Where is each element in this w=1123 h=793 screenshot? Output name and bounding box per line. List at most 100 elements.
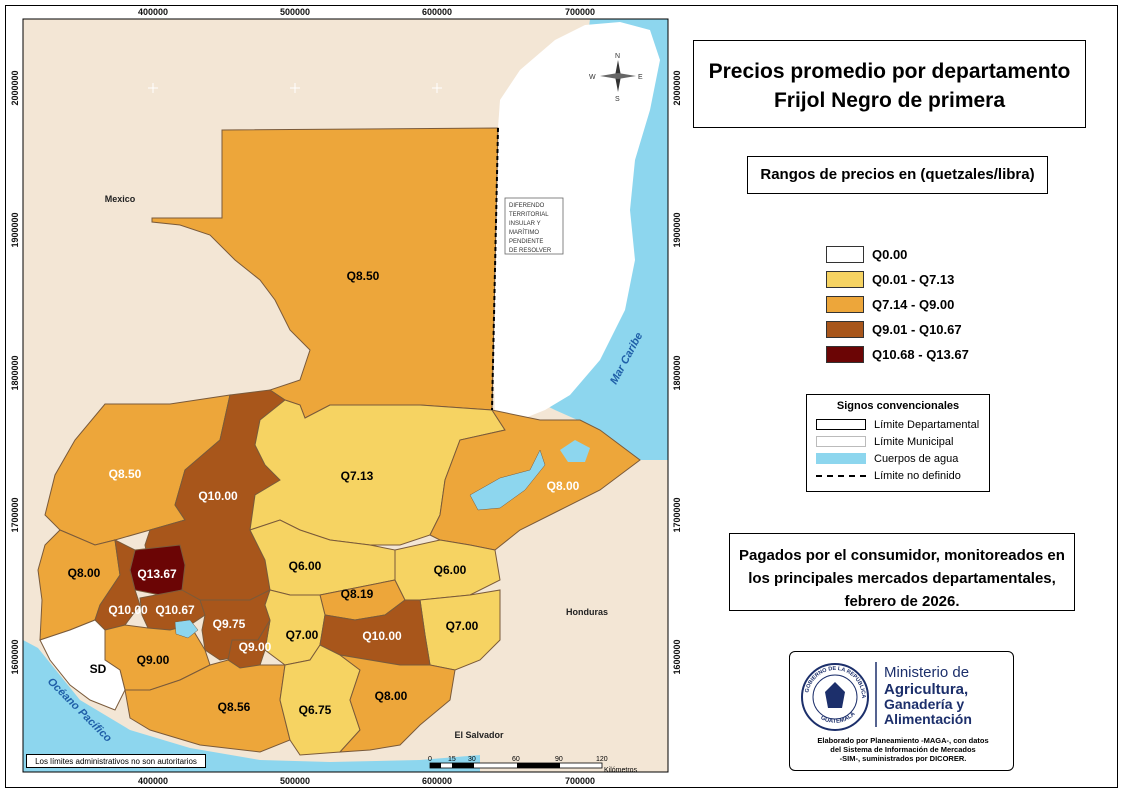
label-el-progreso: Q8.19 [341, 587, 374, 601]
svg-text:400000: 400000 [138, 7, 168, 17]
bay-amatique [560, 440, 590, 462]
label-retalhuleu: SD [90, 662, 107, 676]
svg-text:1600000: 1600000 [672, 639, 682, 674]
label-jalapa: Q10.00 [362, 629, 402, 643]
dept-retalhuleu[interactable] [39, 619, 126, 711]
label-solola: Q10.67 [155, 603, 195, 617]
label-baja-verapaz: Q6.00 [289, 559, 322, 573]
svg-text:1900000: 1900000 [10, 212, 20, 247]
label-suchitepequez: Q9.00 [137, 653, 170, 667]
title-box: Precios promedio por departamento Frijol… [693, 40, 1086, 128]
svg-text:W: W [589, 74, 596, 81]
sign-item: Cuerpos de agua [807, 450, 989, 467]
title-line2: Frijol Negro de primera [773, 89, 1006, 112]
legend-swatch [826, 321, 864, 338]
belize-area [492, 22, 660, 420]
sign-item: Límite Departamental [807, 416, 989, 433]
svg-text:120: 120 [596, 756, 608, 763]
legend-swatch [826, 271, 864, 288]
price-legend: Q0.00 Q0.01 - Q7.13 Q7.14 - Q9.00 Q9.01 … [826, 242, 969, 367]
lake-atitlan [174, 619, 199, 639]
svg-text:S: S [615, 96, 620, 103]
label-sacatepequez: Q9.00 [239, 640, 272, 654]
coordinate-labels: 400000 500000 600000 700000 400000 50000… [10, 7, 682, 786]
scale-bar: 0 15 30 60 90 120 Kilómetros [428, 756, 638, 774]
label-guatemala: Q7.00 [286, 628, 319, 642]
svg-text:INSULAR Y: INSULAR Y [509, 221, 541, 227]
label-santa-rosa: Q6.75 [299, 703, 332, 717]
diferendo-box: DIFERENDO TERRITORIAL INSULAR Y MARÍTIMO… [504, 197, 564, 255]
svg-text:Ministerio de: Ministerio de [884, 664, 969, 681]
legend-item: Q0.00 [826, 242, 969, 267]
legend-item: Q10.68 - Q13.67 [826, 342, 969, 367]
svg-text:1600000: 1600000 [10, 639, 20, 674]
svg-text:N: N [615, 53, 620, 60]
sign-item: Límite no definido [807, 467, 989, 484]
signs-title: Signos convencionales [836, 400, 960, 412]
ministry-logo-box: GOBIERNO DE LA REPÚBLICA GUATEMALA Minis… [789, 651, 1014, 771]
svg-text:15: 15 [448, 756, 456, 763]
dept-alta-verapaz[interactable] [249, 399, 506, 546]
svg-text:Ganadería y: Ganadería y [884, 696, 964, 712]
label-izabal: Q8.00 [547, 479, 580, 493]
dept-jutiapa[interactable] [338, 654, 456, 753]
svg-text:PENDIENTE: PENDIENTE [509, 239, 543, 245]
undefined-limit-line [491, 127, 499, 411]
lake-izabal [469, 449, 546, 511]
svg-text:Kilómetros: Kilómetros [604, 767, 638, 774]
label-totonicapan: Q13.67 [137, 567, 177, 581]
svg-text:1800000: 1800000 [672, 355, 682, 390]
svg-text:Alimentación: Alimentación [884, 711, 972, 727]
dept-zacapa[interactable] [394, 539, 501, 601]
title-line1: Precios promedio por departamento [708, 60, 1071, 83]
legend-swatch [826, 296, 864, 313]
svg-text:2000000: 2000000 [10, 70, 20, 105]
svg-text:1900000: 1900000 [672, 212, 682, 247]
label-zacapa: Q6.00 [434, 563, 467, 577]
label-chimaltenango: Q9.75 [213, 617, 246, 631]
credit-text: Elaborado por Planeamiento -MAGA-, con d… [817, 736, 989, 763]
label-quetzaltenango: Q10.00 [108, 603, 148, 617]
country-honduras: Honduras [566, 607, 608, 617]
legend-item: Q0.01 - Q7.13 [826, 267, 969, 292]
conventional-signs-box: Signos convencionales Límite Departament… [806, 394, 990, 492]
water-swatch [816, 453, 866, 464]
svg-text:E: E [638, 74, 643, 81]
muni-limit-swatch [816, 436, 866, 447]
outer-frame [5, 5, 1118, 788]
range-title: Rangos de precios en (quetzales/libra) [747, 156, 1048, 194]
svg-text:500000: 500000 [280, 776, 310, 786]
svg-text:600000: 600000 [422, 7, 452, 17]
departments [37, 127, 641, 756]
svg-text:0: 0 [428, 756, 432, 763]
svg-text:600000: 600000 [422, 776, 452, 786]
label-peten: Q8.50 [347, 269, 380, 283]
svg-text:DE RESOLVER: DE RESOLVER [509, 248, 552, 254]
compass-rose-icon: N S E W [589, 53, 643, 103]
limits-disclaimer: Los límites administrativos no son autor… [26, 754, 206, 768]
label-chiquimula: Q7.00 [446, 619, 479, 633]
ministry-seal-icon: GOBIERNO DE LA REPÚBLICA GUATEMALA Minis… [801, 662, 972, 731]
sign-item: Límite Municipal [807, 433, 989, 450]
svg-text:700000: 700000 [565, 7, 595, 17]
svg-text:1700000: 1700000 [672, 497, 682, 532]
label-huehuetenango: Q8.50 [109, 467, 142, 481]
svg-text:DIFERENDO: DIFERENDO [509, 203, 545, 209]
label-jutiapa: Q8.00 [375, 689, 408, 703]
label-san-marcos: Q8.00 [68, 566, 101, 580]
svg-text:GUATEMALA: GUATEMALA [819, 711, 857, 725]
country-mexico: Mexico [105, 194, 136, 204]
legend-swatch [826, 346, 864, 363]
price-labels: Q8.50 Q8.50 Q10.00 Q7.13 Q8.00 Q8.00 Q13… [68, 269, 580, 717]
country-el-salvador: El Salvador [454, 730, 504, 740]
map-border [22, 18, 669, 773]
svg-text:Agricultura,: Agricultura, [884, 681, 968, 698]
svg-text:400000: 400000 [138, 776, 168, 786]
svg-text:700000: 700000 [565, 776, 595, 786]
label-escuintla: Q8.56 [218, 700, 251, 714]
legend-swatch [826, 246, 864, 263]
svg-text:1800000: 1800000 [10, 355, 20, 390]
svg-text:1700000: 1700000 [10, 497, 20, 532]
note-box: Pagados por el consumidor, monitoreados … [729, 533, 1075, 611]
